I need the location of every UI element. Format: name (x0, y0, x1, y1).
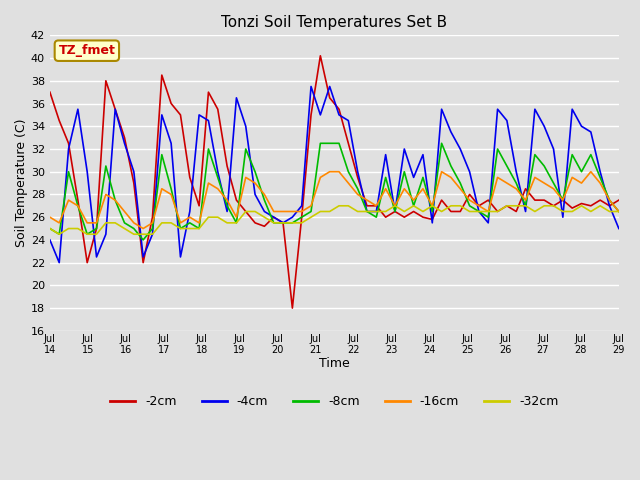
Title: Tonzi Soil Temperatures Set B: Tonzi Soil Temperatures Set B (221, 15, 447, 30)
Y-axis label: Soil Temperature (C): Soil Temperature (C) (15, 119, 28, 247)
Legend: -2cm, -4cm, -8cm, -16cm, -32cm: -2cm, -4cm, -8cm, -16cm, -32cm (105, 390, 564, 413)
Text: TZ_fmet: TZ_fmet (58, 44, 115, 57)
X-axis label: Time: Time (319, 357, 349, 370)
